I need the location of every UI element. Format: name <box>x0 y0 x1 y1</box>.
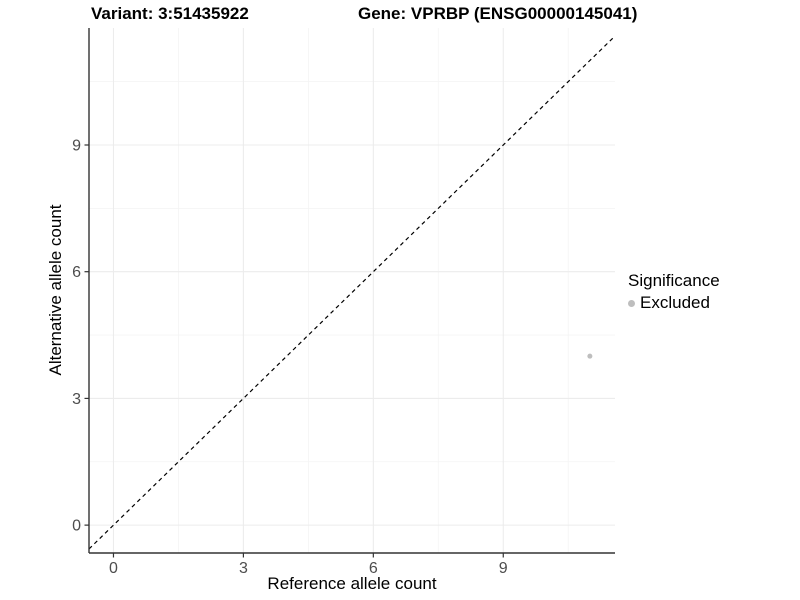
legend-item-label: Excluded <box>640 293 710 312</box>
legend-point-icon <box>628 299 635 307</box>
y-tick-label: 9 <box>72 137 81 154</box>
plot-title-gene: Gene: VPRBP (ENSG00000145041) <box>358 4 638 23</box>
legend-item-excluded: Excluded <box>628 293 720 313</box>
legend: Significance Excluded <box>628 271 720 313</box>
plot-title-variant: Variant: 3:51435922 <box>91 4 249 23</box>
x-tick-label: 6 <box>369 560 378 577</box>
x-axis-title: Reference allele count <box>267 574 437 593</box>
y-tick-label: 6 <box>72 264 81 281</box>
y-tick-label: 0 <box>72 518 81 535</box>
legend-title: Significance <box>628 271 720 290</box>
x-tick-label: 9 <box>499 560 508 577</box>
x-tick-label: 3 <box>239 560 248 577</box>
y-tick-label: 3 <box>72 391 81 408</box>
x-tick-label: 0 <box>109 560 118 577</box>
data-point <box>587 353 593 359</box>
identity-line <box>88 35 616 550</box>
